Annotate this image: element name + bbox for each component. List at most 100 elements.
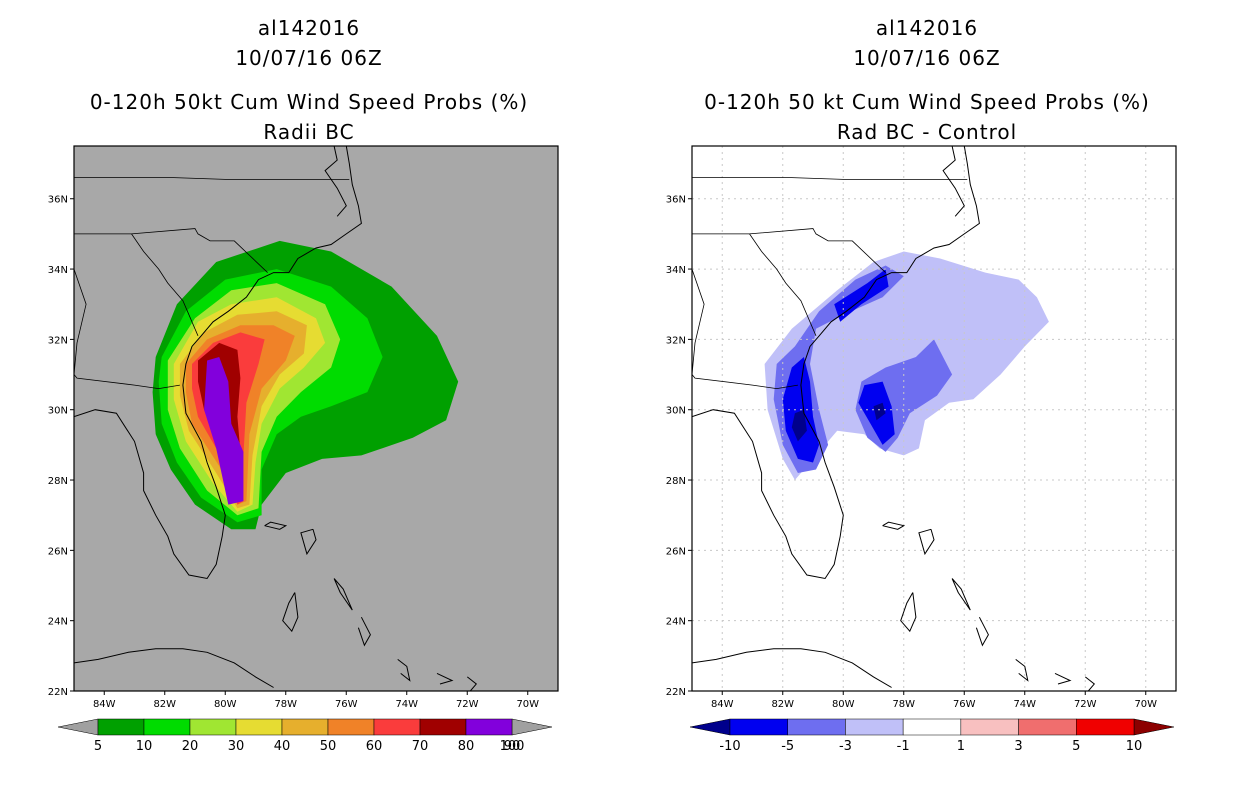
colorbar-segment: [327, 718, 375, 736]
colorbar-label: -5: [781, 739, 794, 754]
colorbar-label: -10: [719, 739, 740, 754]
colorbar-left-arrow: [689, 718, 731, 736]
state-border: [749, 233, 817, 337]
y-tick-label: 28N: [48, 476, 68, 487]
colorbar-right-arrow: [1133, 718, 1175, 736]
y-tick-label: 30N: [666, 406, 686, 417]
colorbar-label: 5: [94, 739, 102, 754]
storm-id-title: al142016: [257, 16, 361, 40]
state-border: [692, 268, 705, 375]
date-title: 10/07/16 06Z: [235, 46, 383, 70]
colorbar-segment: [97, 718, 145, 736]
y-tick-label: 22N: [48, 687, 68, 698]
coastline: [1015, 659, 1029, 682]
colorbar-segment: [1018, 718, 1077, 736]
colorbar-segment: [1076, 718, 1135, 736]
colorbar-segment: [419, 718, 467, 736]
colorbar-label: 100: [500, 739, 525, 754]
x-tick-label: 84W: [93, 699, 116, 710]
y-tick-label: 34N: [666, 265, 686, 276]
y-tick-label: 22N: [666, 687, 686, 698]
coastline: [900, 592, 917, 633]
subtitle: Radii BC: [263, 120, 355, 144]
coastline: [357, 616, 371, 647]
colorbar-segment: [960, 718, 1019, 736]
y-tick-label: 36N: [48, 195, 68, 206]
coastline: [882, 521, 906, 530]
colorbar-segment: [787, 718, 846, 736]
state-border: [131, 233, 199, 337]
coastline: [436, 672, 454, 685]
colorbar-label: 50: [320, 739, 337, 754]
colorbar-label: 3: [1014, 739, 1022, 754]
contour-90: [204, 357, 244, 505]
coastline: [74, 146, 362, 580]
colorbar-segment: [189, 718, 237, 736]
y-tick-label: 34N: [48, 265, 68, 276]
storm-id-title: al142016: [875, 16, 979, 40]
y-tick-label: 24N: [666, 617, 686, 628]
coastline: [397, 659, 411, 682]
colorbar-label: 1: [957, 739, 965, 754]
product-title: 0-120h 50 kt Cum Wind Speed Probs (%): [704, 90, 1150, 114]
coastline: [466, 676, 478, 691]
left-map-chart: 84W 82W 80W 78W 76W 74W 72W 70W 22N 24N 26N 28N 30N 3…: [48, 145, 559, 754]
x-tick-label: 82W: [153, 699, 176, 710]
x-tick-label: 84W: [711, 699, 734, 710]
colorbar-right-arrow: [511, 718, 553, 736]
colorbar-label: 10: [1126, 739, 1143, 754]
coastline: [975, 616, 989, 647]
plot-frame: [73, 145, 559, 692]
colorbar-left-arrow: [57, 718, 99, 736]
coastline: [74, 648, 274, 688]
coastline: [333, 578, 353, 611]
x-tick-label: 72W: [456, 699, 479, 710]
y-tick-label: 30N: [48, 406, 68, 417]
colorbar-segment: [902, 718, 962, 736]
coastline: [282, 592, 299, 633]
x-tick-label: 72W: [1074, 699, 1097, 710]
colorbar-label: 20: [182, 739, 199, 754]
y-tick-label: 32N: [666, 335, 686, 346]
y-tick-label: 26N: [666, 546, 686, 557]
product-title: 0-120h 50kt Cum Wind Speed Probs (%): [89, 90, 529, 114]
x-tick-label: 80W: [832, 699, 855, 710]
colorbar-segment: [729, 718, 788, 736]
x-tick-label: 70W: [1134, 699, 1157, 710]
colorbar-label: -1: [897, 739, 910, 754]
y-tick-label: 36N: [666, 195, 686, 206]
x-tick-label: 82W: [771, 699, 794, 710]
date-title: 10/07/16 06Z: [853, 46, 1001, 70]
plot-frame: [691, 145, 1177, 692]
contour--10: [873, 402, 886, 421]
subtitle: Rad BC - Control: [836, 120, 1018, 144]
colorbar-label: 30: [228, 739, 245, 754]
x-tick-label: 78W: [892, 699, 915, 710]
y-tick-label: 32N: [48, 335, 68, 346]
colorbar-segment: [373, 718, 421, 736]
colorbar-segment: [143, 718, 191, 736]
coastline: [692, 648, 892, 688]
y-tick-label: 28N: [666, 476, 686, 487]
colorbar-label: 40: [274, 739, 291, 754]
colorbar-label: 90: [504, 739, 521, 754]
coastline: [692, 146, 980, 580]
right-map-chart: 84W 82W 80W 78W 76W 74W 72W 70W 22N 24N 26N 28N 30N 3…: [666, 145, 1177, 754]
x-tick-label: 76W: [953, 699, 976, 710]
x-tick-label: 74W: [1013, 699, 1036, 710]
state-border: [74, 177, 350, 180]
colorbar-label: -3: [839, 739, 852, 754]
colorbar-label: 60: [366, 739, 383, 754]
x-tick-label: 80W: [214, 699, 237, 710]
colorbar-label: 5: [1072, 739, 1080, 754]
right-panel: al142016 10/07/16 06Z 0-120h 50 kt Cum W…: [618, 0, 1236, 800]
state-border: [74, 268, 87, 375]
state-border: [692, 177, 968, 180]
coastline: [300, 528, 317, 556]
x-tick-label: 74W: [395, 699, 418, 710]
state-border: [692, 374, 798, 390]
colorbar-label: 70: [412, 739, 429, 754]
coastline: [1084, 676, 1096, 691]
y-tick-label: 24N: [48, 617, 68, 628]
colorbar-segment: [281, 718, 329, 736]
